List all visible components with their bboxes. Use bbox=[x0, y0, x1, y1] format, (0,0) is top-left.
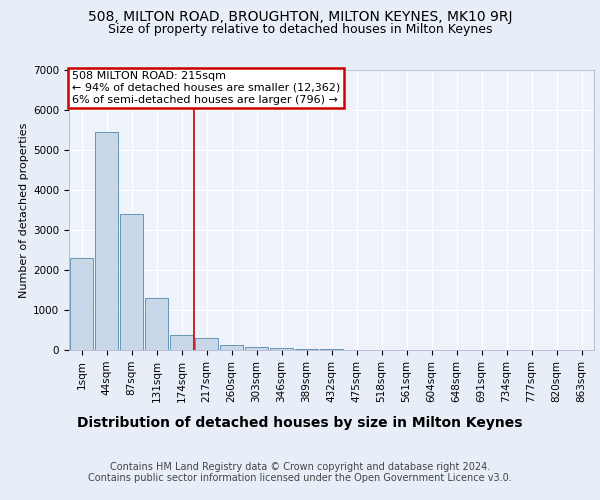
Bar bbox=[195, 338, 218, 350]
Bar bbox=[245, 347, 268, 350]
Bar bbox=[170, 335, 193, 350]
Text: Size of property relative to detached houses in Milton Keynes: Size of property relative to detached ho… bbox=[108, 24, 492, 36]
Text: 508, MILTON ROAD, BROUGHTON, MILTON KEYNES, MK10 9RJ: 508, MILTON ROAD, BROUGHTON, MILTON KEYN… bbox=[88, 10, 512, 24]
Y-axis label: Number of detached properties: Number of detached properties bbox=[19, 122, 29, 298]
Bar bbox=[145, 298, 168, 350]
Text: 508 MILTON ROAD: 215sqm
← 94% of detached houses are smaller (12,362)
6% of semi: 508 MILTON ROAD: 215sqm ← 94% of detache… bbox=[71, 72, 340, 104]
Bar bbox=[295, 349, 318, 350]
Bar bbox=[320, 349, 343, 350]
Bar bbox=[220, 345, 243, 350]
Bar bbox=[120, 214, 143, 350]
Text: Contains HM Land Registry data © Crown copyright and database right 2024.
Contai: Contains HM Land Registry data © Crown c… bbox=[88, 462, 512, 483]
Bar bbox=[95, 132, 118, 350]
Bar bbox=[70, 258, 93, 350]
Bar bbox=[270, 348, 293, 350]
Text: Distribution of detached houses by size in Milton Keynes: Distribution of detached houses by size … bbox=[77, 416, 523, 430]
